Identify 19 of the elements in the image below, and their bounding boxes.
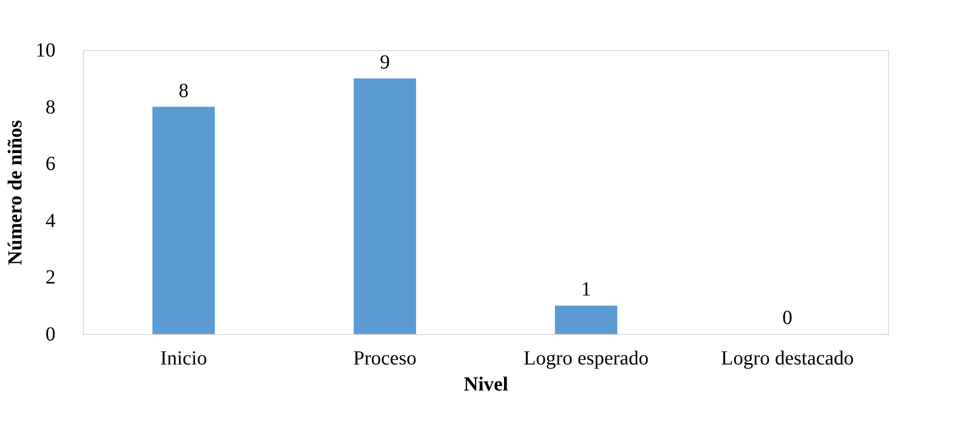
- data-label: 0: [782, 307, 792, 329]
- x-tick-label: Proceso: [353, 348, 417, 370]
- y-tick-label: 4: [46, 210, 56, 232]
- bar: [554, 306, 618, 334]
- y-axis-title: Número de niños: [4, 120, 26, 266]
- y-tick-label: 10: [36, 40, 56, 62]
- data-label: 9: [380, 51, 390, 74]
- x-tick-label: Logro esperado: [524, 348, 649, 370]
- data-label: 8: [178, 80, 189, 102]
- data-label: 1: [581, 278, 592, 301]
- bar: [152, 106, 215, 334]
- y-tick-label: 8: [46, 96, 56, 118]
- y-tick-label: 2: [46, 266, 56, 289]
- y-tick-label: 6: [46, 153, 56, 176]
- y-tick-label: 0: [46, 324, 56, 346]
- x-axis-title: Nivel: [464, 374, 509, 396]
- x-tick-label: Logro destacado: [721, 348, 854, 370]
- bar: [354, 78, 416, 334]
- x-tick-label: Inicio: [160, 348, 207, 370]
